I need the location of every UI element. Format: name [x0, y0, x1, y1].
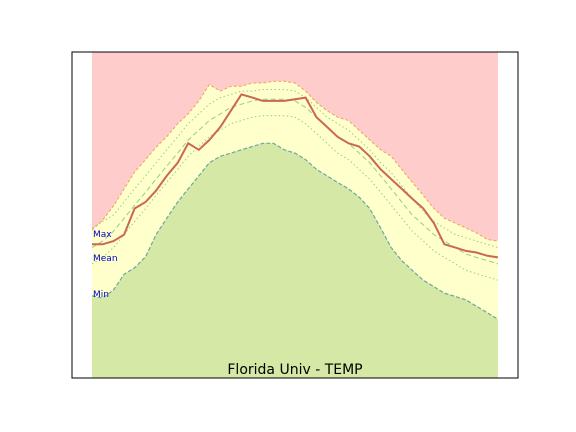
max-label: Max [93, 230, 112, 240]
min-label: Min [93, 290, 109, 300]
chart-title: Florida Univ - TEMP [227, 362, 362, 378]
mean-upper-line [91, 89, 499, 249]
plot-frame [71, 51, 519, 379]
min-line [91, 142, 499, 320]
mean-lower-line [91, 115, 499, 281]
mean-label: Mean [93, 254, 118, 264]
max-min-area [92, 81, 498, 320]
mean-mid-line [91, 98, 499, 265]
above-max-area [92, 52, 498, 242]
mean-line [92, 93, 499, 259]
max-line [91, 80, 499, 242]
band-areas [92, 52, 498, 378]
below-min-area [92, 143, 498, 378]
series-lines [91, 80, 499, 320]
